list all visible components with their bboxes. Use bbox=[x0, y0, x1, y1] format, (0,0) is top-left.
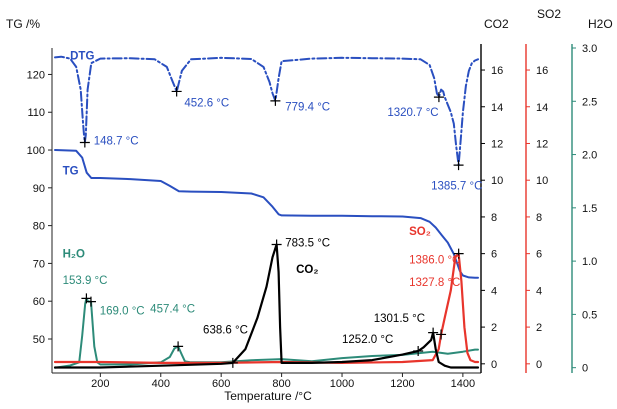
series-label-h2o: H₂O bbox=[63, 249, 85, 261]
co2-axis: 0 2 4 6 8 10 12 14 16 bbox=[480, 44, 503, 373]
co2-tick-label: 0 bbox=[491, 359, 497, 371]
so2-tick-label: 6 bbox=[536, 249, 542, 261]
peak-annotation-label: 779.4 °C bbox=[285, 101, 330, 113]
peak-marker-co2 bbox=[271, 239, 282, 250]
series-label-dtg: DTG bbox=[70, 50, 94, 62]
tg-tick-label: 120 bbox=[27, 69, 45, 81]
tg-tick-label: 90 bbox=[33, 183, 45, 195]
h2o-tick-label: 1.5 bbox=[582, 203, 597, 215]
x-tick-label: 1000 bbox=[330, 378, 354, 390]
tg-tick-label: 70 bbox=[33, 258, 45, 270]
so2-tick-label: 12 bbox=[536, 138, 548, 150]
peak-annotation-label: 1252.0 °C bbox=[342, 334, 393, 346]
peak-marker-h2o bbox=[173, 341, 184, 352]
co2-tick-label: 10 bbox=[491, 175, 503, 187]
co2-axis-title: CO2 bbox=[484, 17, 509, 31]
peak-marker-dtg bbox=[171, 86, 182, 97]
h2o-tick-label: 3.0 bbox=[582, 43, 597, 55]
co2-tick-label: 12 bbox=[491, 138, 503, 150]
series-line-tg bbox=[54, 149, 479, 279]
series-line-co2 bbox=[53, 243, 480, 369]
so2-tick-label: 4 bbox=[536, 285, 542, 297]
series-label-so2: SO₂ bbox=[409, 226, 431, 238]
so2-tick-label: 10 bbox=[536, 175, 548, 187]
series-label-tg: TG bbox=[63, 166, 79, 178]
peak-annotation-label: 457.4 °C bbox=[150, 304, 195, 316]
tg-axis: 50 60 70 80 90 100 110 120 bbox=[27, 69, 52, 346]
h2o-tick-label: 2.0 bbox=[582, 150, 597, 162]
peak-marker-dtg bbox=[270, 95, 281, 106]
x-tick-label: 1400 bbox=[451, 378, 475, 390]
h2o-axis: 0 0.5 1.0 1.5 2.0 2.5 3.0 bbox=[571, 43, 597, 375]
h2o-tick-label: 1.0 bbox=[582, 256, 597, 268]
so2-axis-title: SO2 bbox=[537, 7, 561, 21]
so2-tick-label: 14 bbox=[536, 102, 548, 114]
so2-tick-label: 2 bbox=[536, 322, 542, 334]
so2-tick-label: 0 bbox=[536, 359, 542, 371]
x-axis-title: Temperature /°C bbox=[224, 389, 312, 403]
co2-tick-label: 6 bbox=[491, 249, 497, 261]
so2-tick-label: 8 bbox=[536, 212, 542, 224]
tg-tick-label: 100 bbox=[27, 145, 45, 157]
peak-annotation-label: 1327.8 °C bbox=[409, 277, 460, 289]
peak-marker-so2 bbox=[453, 248, 464, 259]
label-layer: DTG TG H₂O CO₂ SO₂ 148.7 °C 452.6 °C 779.4 °C 13… bbox=[63, 50, 483, 345]
peak-marker-co2 bbox=[428, 327, 439, 338]
so2-tick-label: 16 bbox=[536, 65, 548, 77]
peak-marker-h2o bbox=[85, 296, 96, 307]
peak-marker-dtg bbox=[433, 92, 444, 103]
tg-axis-title: TG /% bbox=[6, 17, 40, 31]
h2o-tick-label: 0.5 bbox=[582, 309, 597, 321]
co2-tick-label: 14 bbox=[491, 102, 503, 114]
tg-tick-label: 110 bbox=[27, 107, 45, 119]
peak-annotation-label: 148.7 °C bbox=[94, 135, 139, 147]
peak-annotation-label: 1385.7 °C bbox=[431, 181, 482, 193]
x-tick-label: 400 bbox=[152, 378, 170, 390]
peak-annotation-label: 169.0 °C bbox=[100, 305, 145, 317]
co2-tick-label: 8 bbox=[491, 212, 497, 224]
peak-marker-dtg bbox=[453, 160, 464, 171]
x-axis: 200 400 600 800 1000 1200 1400 bbox=[91, 373, 475, 390]
h2o-tick-label: 2.5 bbox=[582, 96, 597, 108]
h2o-axis-title: H2O bbox=[588, 17, 613, 31]
h2o-tick-label: 0 bbox=[582, 363, 588, 375]
series-label-co2: CO₂ bbox=[296, 264, 318, 276]
peak-annotation-label: 452.6 °C bbox=[184, 98, 229, 110]
co2-tick-label: 16 bbox=[491, 65, 503, 77]
marker-layer bbox=[79, 86, 464, 368]
peak-annotation-label: 783.5 °C bbox=[285, 237, 330, 249]
peak-annotation-label: 638.6 °C bbox=[203, 324, 248, 336]
x-tick-label: 1200 bbox=[390, 378, 414, 390]
plot-frame bbox=[51, 48, 481, 374]
peak-annotation-label: 153.9 °C bbox=[63, 275, 108, 287]
co2-tick-label: 4 bbox=[491, 285, 497, 297]
co2-tick-label: 2 bbox=[491, 322, 497, 334]
tg-tick-label: 80 bbox=[33, 221, 45, 233]
x-tick-label: 200 bbox=[91, 378, 109, 390]
so2-axis: 0 2 4 6 8 10 12 14 16 bbox=[525, 44, 548, 373]
tg-tick-label: 50 bbox=[33, 334, 45, 346]
peak-annotation-label: 1320.7 °C bbox=[387, 107, 438, 119]
tg-tick-label: 60 bbox=[33, 296, 45, 308]
x-tick-label: 800 bbox=[272, 378, 290, 390]
peak-marker-co2 bbox=[227, 357, 238, 368]
peak-marker-dtg bbox=[79, 137, 90, 148]
peak-marker-co2 bbox=[413, 345, 424, 356]
peak-annotation-label: 1386.0 °C bbox=[409, 254, 460, 266]
peak-annotation-label: 1301.5 °C bbox=[374, 313, 425, 325]
peak-marker-so2 bbox=[436, 329, 447, 340]
series-line-dtg bbox=[54, 55, 479, 167]
x-tick-label: 600 bbox=[212, 378, 230, 390]
